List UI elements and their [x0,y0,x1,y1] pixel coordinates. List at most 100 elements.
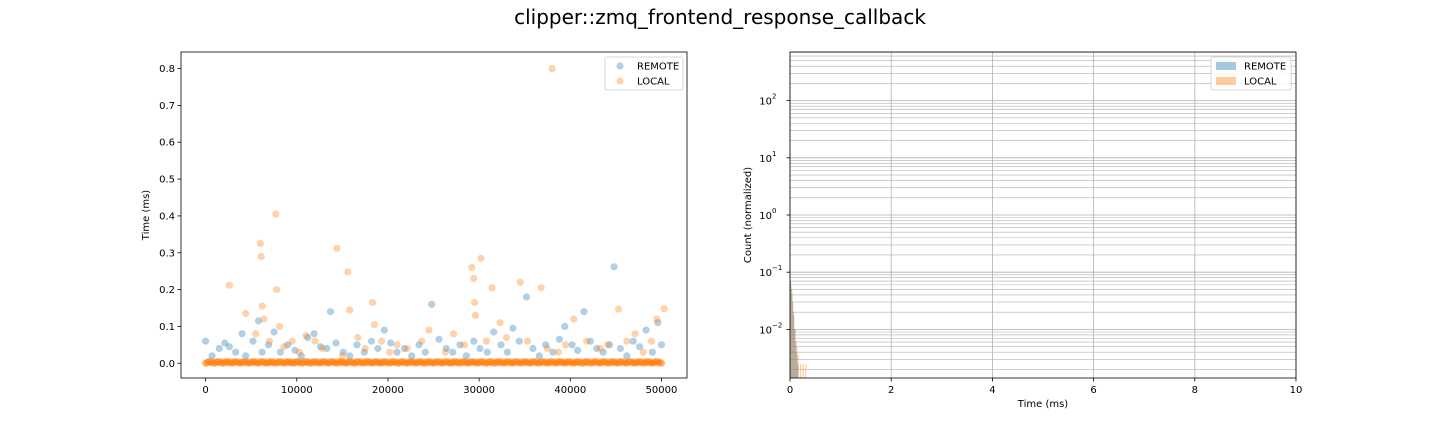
local-point [258,302,266,310]
local-point [615,305,623,313]
remote-point [629,337,637,345]
local-point [393,341,401,349]
scatter-y-tick-label: 0.7 [159,101,175,112]
remote-point [408,352,416,360]
local-point [344,268,352,276]
local-baseline-point [657,359,666,367]
remote-point [648,348,657,356]
local-point [496,319,504,327]
remote-point [339,348,347,356]
local-point [403,344,411,353]
remote-point [605,341,614,349]
histogram-legend-label: LOCAL [1244,77,1277,88]
remote-point [654,319,662,327]
histogram-x-axis-label: Time (ms) [1017,399,1069,410]
local-point [631,330,639,338]
local-hist-bar [802,363,804,378]
scatter-x-tick-label: 40000 [554,385,586,396]
scatter-x-tick-label: 0 [202,385,208,396]
local-point [450,330,458,338]
remote-point [561,322,569,330]
histogram-legend-swatch [1216,62,1236,70]
remote-point [304,333,312,342]
local-point [346,306,354,314]
remote-hist-bar [792,302,794,378]
remote-point [568,341,576,349]
remote-point [542,341,550,349]
scatter-y-tick-label: 0.3 [159,248,175,259]
local-point [468,263,476,272]
remote-point [387,339,395,347]
local-hist-bar [794,329,796,378]
remote-point [367,337,376,345]
remote-point [316,343,325,351]
local-point [653,315,661,323]
local-point [516,278,524,286]
remote-point [238,330,246,338]
remote-point [421,348,429,356]
local-hist-bar [791,295,793,378]
histogram-legend-swatch [1216,77,1236,85]
histogram-y-tick-label: 10 [759,268,772,279]
local-point [471,311,480,319]
local-point [482,337,490,345]
local-point [548,65,556,73]
remote-point [332,339,340,347]
local-point [425,326,433,334]
local-point [460,341,469,349]
remote-point [208,352,216,360]
local-point [537,284,545,292]
remote-point [310,330,318,338]
local-point [378,337,386,345]
remote-point [353,341,361,349]
local-point [275,322,284,330]
local-point [256,239,264,248]
remote-point [242,352,250,360]
local-point [639,348,647,356]
remote-hist-bar [791,289,793,378]
figure-suptitle: clipper::zmq_frontend_response_callback [514,5,926,29]
remote-point [476,344,484,353]
histogram-y-tick-exponent: 0 [772,207,776,215]
histogram-legend-box [1210,56,1292,91]
local-point [523,337,532,345]
local-point [242,309,250,318]
histogram-y-tick-label: 10 [759,211,772,222]
remote-point [483,348,491,356]
local-point [604,341,612,349]
remote-point [360,348,368,356]
local-hist-bar [797,355,799,378]
local-hist-bar [800,363,802,378]
scatter-legend-marker [616,62,624,70]
scatter-y-tick-label: 0.5 [159,175,175,186]
histogram-x-tick-label: 10 [1290,385,1303,396]
remote-point [297,352,305,360]
histogram-legend: REMOTE LOCAL [1210,56,1292,91]
local-point [295,348,304,356]
remote-point [509,324,517,332]
remote-point [574,346,582,354]
local-point [252,330,260,338]
histogram-x-tick-label: 0 [787,385,793,396]
remote-hist-bar [794,329,796,378]
remote-point [515,337,523,345]
remote-point [449,348,457,356]
remote-hist-bar [790,281,792,378]
local-point [288,337,296,345]
remote-point [215,344,223,353]
remote-point [291,346,299,354]
scatter-x-ticks: 0 10000 20000 30000 40000 50000 [202,378,677,396]
local-point [470,274,478,283]
remote-point [346,352,354,360]
remote-point [254,317,263,325]
remote-point [435,335,443,343]
local-point [647,337,656,345]
remote-point [428,300,436,308]
histogram-y-tick-exponent: 2 [772,93,776,101]
local-point [502,333,511,342]
remote-point [503,348,511,356]
remote-hist-bar [796,352,798,378]
remote-point [326,308,335,316]
local-point [257,252,265,260]
histogram-axes-frame [789,51,1297,379]
